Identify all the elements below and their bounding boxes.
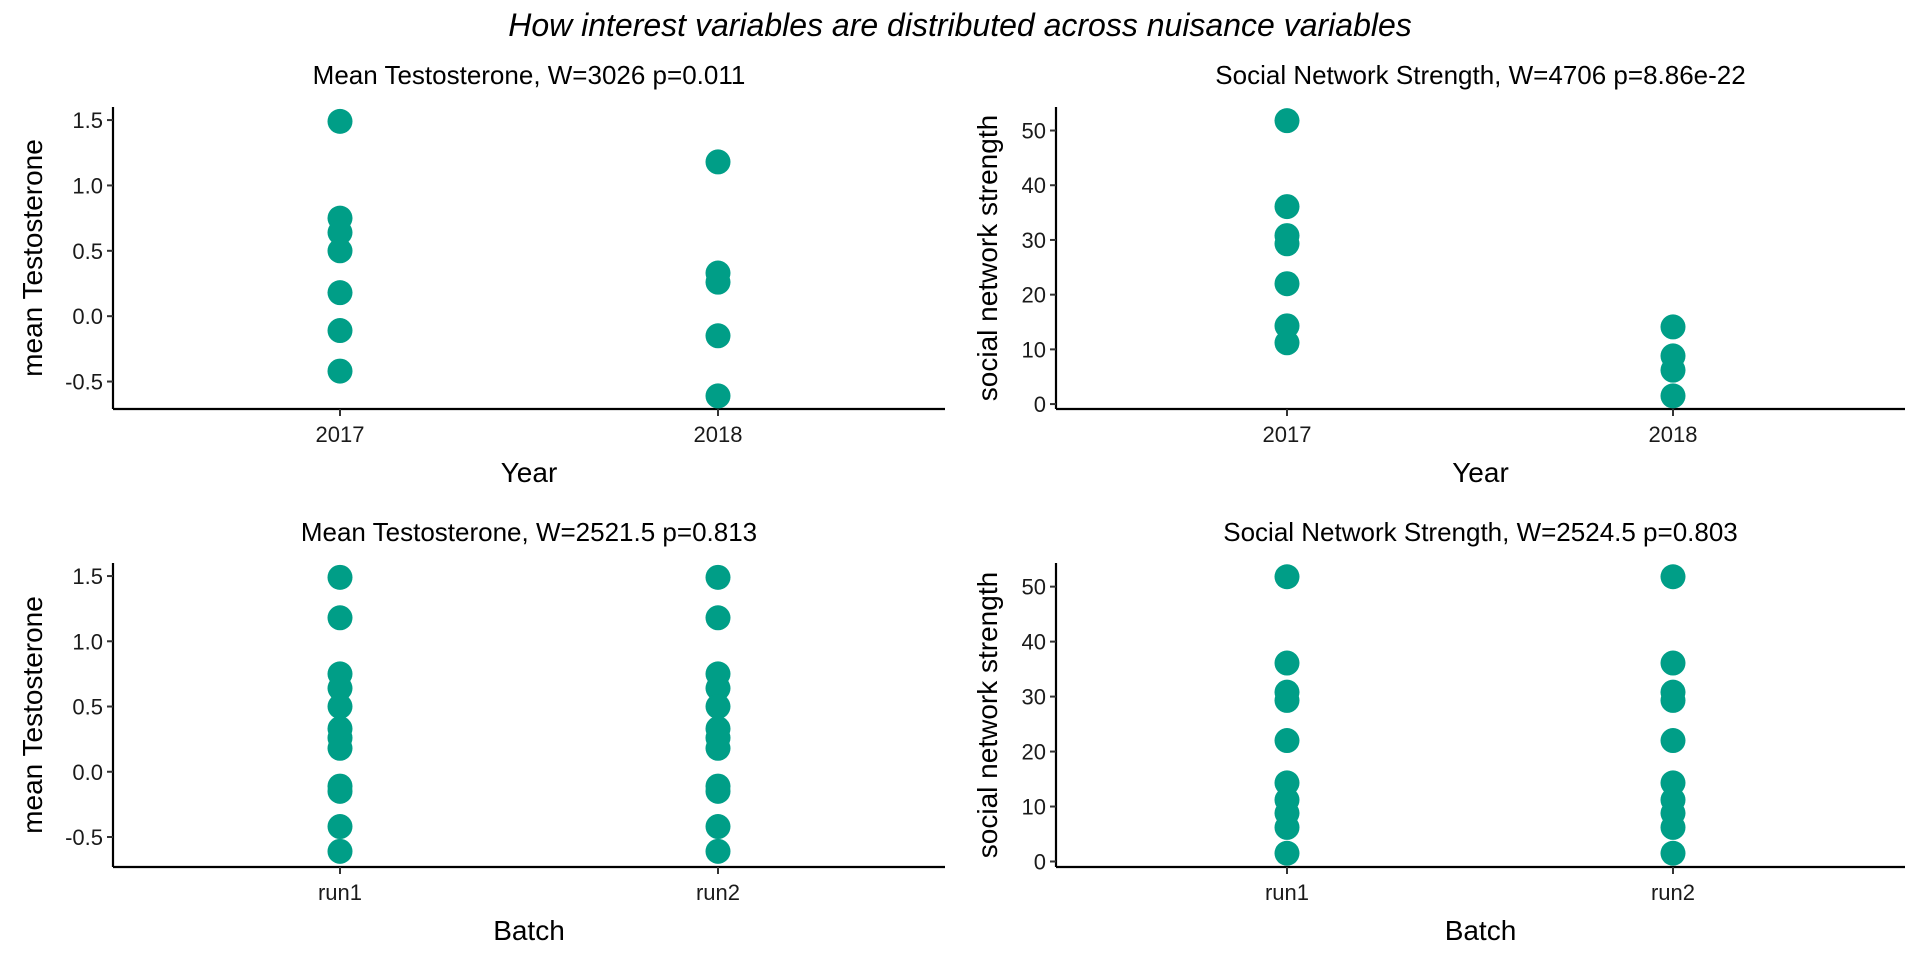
x-axis-title: Year — [1452, 457, 1509, 488]
data-point — [1274, 194, 1300, 220]
panel-3: Mean Testosterone, W=2521.5 p=0.813 -0.5 0… — [17, 517, 945, 946]
y-tick-label: 40 — [1022, 630, 1046, 655]
x-tick-label: 2018 — [1649, 422, 1698, 447]
panel-4: Social Network Strength, W=2524.5 p=0.80… — [972, 517, 1905, 946]
x-axis-title: Batch — [1445, 915, 1517, 946]
y-tick-label: -0.5 — [65, 825, 103, 850]
panel-1: Mean Testosterone, W=3026 p=0.011 -0.5 0.0… — [17, 60, 945, 488]
data-point — [327, 238, 353, 264]
y-tick-label: 1.0 — [72, 173, 103, 198]
panel-title: Social Network Strength, W=2524.5 p=0.80… — [1223, 517, 1738, 547]
panel-title: Mean Testosterone, W=2521.5 p=0.813 — [301, 517, 757, 547]
x-tick-label: run1 — [318, 880, 362, 905]
y-tick-label: 1.5 — [72, 108, 103, 133]
data-point — [327, 778, 353, 804]
main-title: How interest variables are distributed a… — [508, 7, 1412, 43]
data-point — [327, 605, 353, 631]
data-point — [1274, 564, 1300, 590]
y-tick-label: 40 — [1022, 173, 1046, 198]
data-point — [705, 269, 731, 295]
y-tick-label: 1.0 — [72, 629, 103, 654]
data-point — [705, 838, 731, 864]
data-point — [705, 778, 731, 804]
data-point — [1660, 687, 1686, 713]
y-tick-label: 30 — [1022, 228, 1046, 253]
x-tick-label: 2017 — [1263, 422, 1312, 447]
data-point — [1274, 271, 1300, 297]
data-point — [1274, 108, 1300, 134]
y-tick-label: 0.5 — [72, 239, 103, 264]
data-point — [327, 220, 353, 246]
panel-title: Social Network Strength, W=4706 p=8.86e-… — [1215, 60, 1745, 90]
panel-title: Mean Testosterone, W=3026 p=0.011 — [313, 60, 746, 90]
data-point — [1274, 840, 1300, 866]
y-tick-label: 0 — [1034, 850, 1046, 875]
data-point — [705, 149, 731, 175]
data-point — [1660, 357, 1686, 383]
data-point — [327, 564, 353, 590]
data-point — [327, 735, 353, 761]
data-point — [1660, 650, 1686, 676]
x-axis-title: Batch — [493, 915, 565, 946]
data-point — [327, 318, 353, 344]
x-tick-label: run1 — [1265, 880, 1309, 905]
y-tick-label: 50 — [1022, 575, 1046, 600]
y-tick-label: 10 — [1022, 337, 1046, 362]
y-tick-label: 20 — [1022, 283, 1046, 308]
y-tick-label: 0.0 — [72, 304, 103, 329]
data-point — [1274, 650, 1300, 676]
data-point — [327, 358, 353, 384]
y-axis-title: mean Testosterone — [17, 596, 48, 834]
data-point — [1660, 383, 1686, 409]
data-point — [1660, 564, 1686, 590]
data-point — [705, 383, 731, 409]
y-tick-label: 50 — [1022, 119, 1046, 144]
y-tick-label: 20 — [1022, 740, 1046, 765]
data-point — [1660, 814, 1686, 840]
data-point — [327, 280, 353, 306]
data-point — [1660, 314, 1686, 340]
y-axis-title: social network strength — [972, 572, 1003, 858]
y-tick-label: 0 — [1034, 392, 1046, 417]
data-point — [1660, 840, 1686, 866]
x-tick-label: 2017 — [316, 422, 365, 447]
data-point — [327, 675, 353, 701]
data-point — [705, 675, 731, 701]
data-point — [705, 814, 731, 840]
data-point — [1274, 231, 1300, 257]
x-tick-label: run2 — [696, 880, 740, 905]
data-point — [1660, 728, 1686, 754]
data-point — [705, 694, 731, 720]
data-point — [327, 838, 353, 864]
y-axis-title: social network strength — [972, 115, 1003, 401]
data-point — [1274, 814, 1300, 840]
data-point — [705, 564, 731, 590]
data-point — [1274, 330, 1300, 356]
y-tick-label: 1.5 — [72, 564, 103, 589]
data-point — [705, 735, 731, 761]
x-axis-title: Year — [501, 457, 558, 488]
y-tick-label: 0.5 — [72, 695, 103, 720]
data-point — [1274, 728, 1300, 754]
y-axis-title: mean Testosterone — [17, 139, 48, 377]
data-point — [327, 814, 353, 840]
data-point — [1274, 687, 1300, 713]
x-tick-label: 2018 — [694, 422, 743, 447]
data-point — [705, 605, 731, 631]
data-point — [705, 323, 731, 349]
y-tick-label: 30 — [1022, 685, 1046, 710]
panel-2: Social Network Strength, W=4706 p=8.86e-… — [972, 60, 1905, 488]
y-tick-label: 0.0 — [72, 760, 103, 785]
data-point — [327, 108, 353, 134]
y-tick-label: 10 — [1022, 795, 1046, 820]
x-tick-label: run2 — [1651, 880, 1695, 905]
data-point — [327, 694, 353, 720]
y-tick-label: -0.5 — [65, 370, 103, 395]
